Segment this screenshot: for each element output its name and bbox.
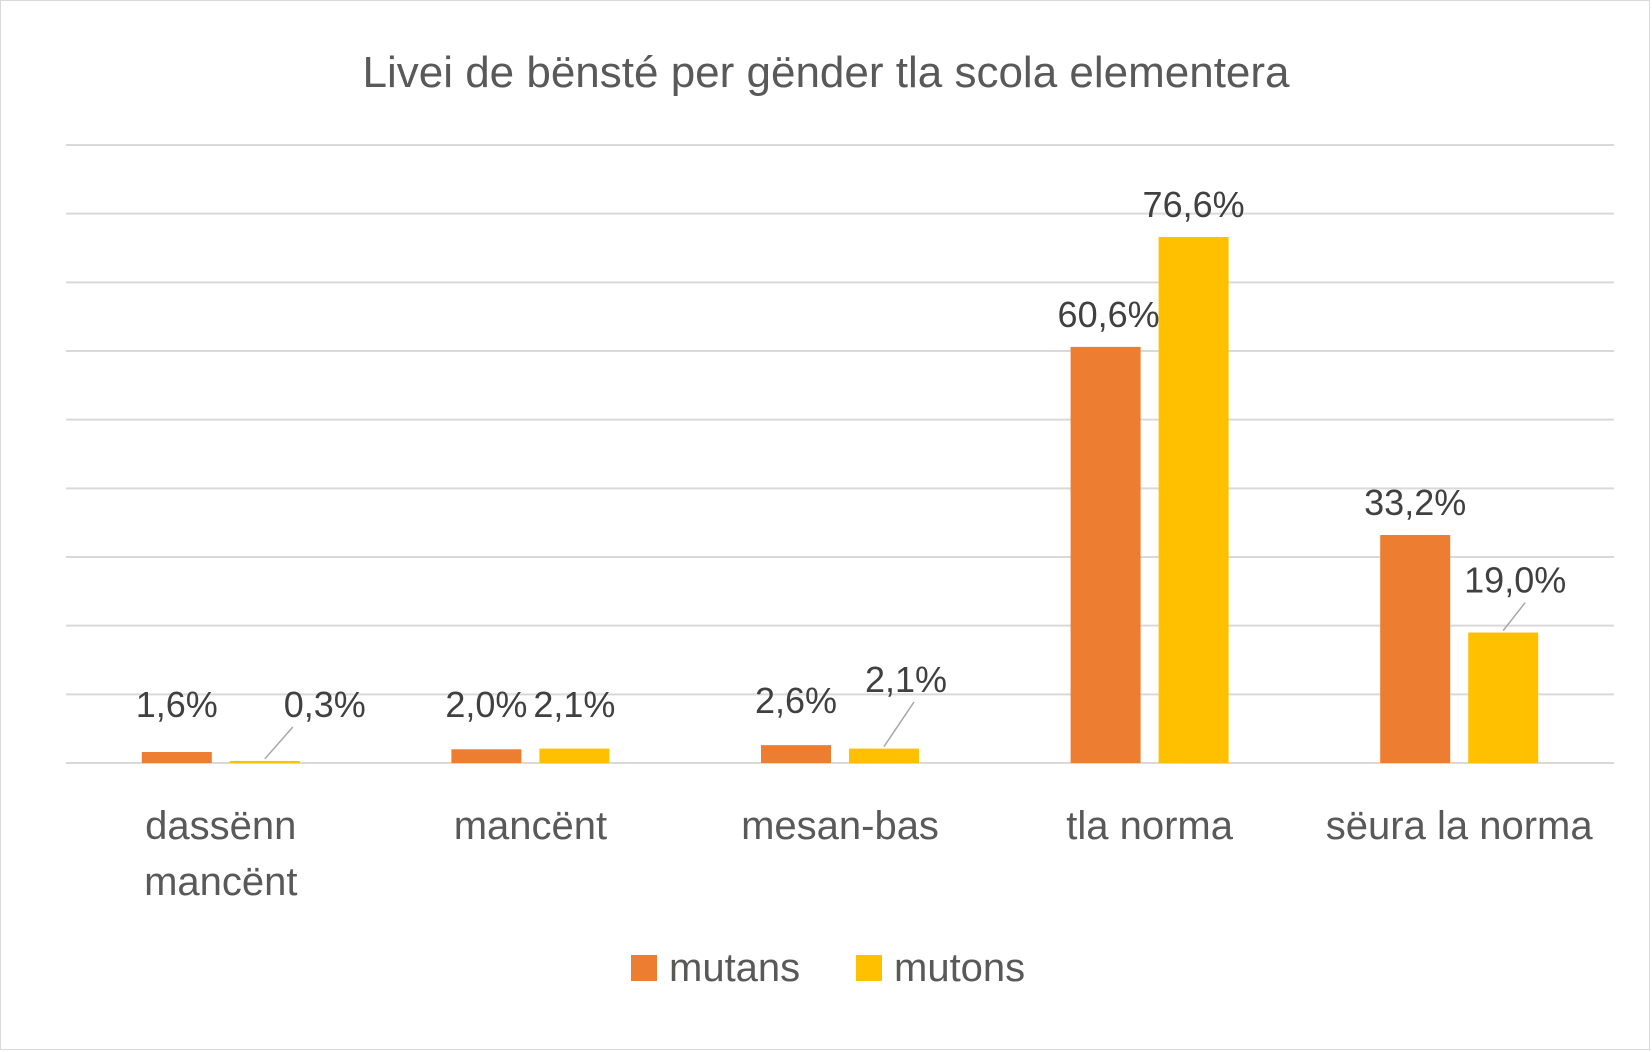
bar-mutans[interactable] <box>141 752 212 763</box>
data-label-mutons: 2,1% <box>865 659 947 700</box>
category-label: mancënt <box>144 860 297 904</box>
category-label: dassënn <box>145 804 296 848</box>
data-label-mutans: 2,0% <box>445 684 527 725</box>
category-axis-labels: dassënn mancënt mancënt mesan-bas tla norma s… <box>144 804 1593 904</box>
gridlines <box>66 144 1614 764</box>
data-labels: 1,6% 0,3% 2,0% 2,1% 2,6%2,1%60,6%76,6%33,2%1… <box>136 184 1566 760</box>
data-label-mutons: 0,3% <box>284 684 366 725</box>
category-label: mancënt <box>454 804 607 848</box>
bar-mutans[interactable] <box>451 749 522 763</box>
data-label-mutons: 2,1% <box>533 684 615 725</box>
bar-mutons[interactable] <box>1158 237 1229 764</box>
data-label-mutons: 19,0% <box>1464 560 1566 601</box>
label-leader-line <box>264 726 294 760</box>
bar-mutans[interactable] <box>761 745 831 763</box>
category-label: tla norma <box>1066 804 1233 848</box>
bar-mutans[interactable] <box>1070 346 1141 763</box>
data-label-mutons: 76,6% <box>1143 184 1245 225</box>
bar-mutons[interactable] <box>539 748 610 763</box>
chart-title: Livei de bënsté per gënder tla scola ele… <box>362 48 1290 97</box>
data-label-mutans: 1,6% <box>136 684 218 725</box>
label-leader-line <box>1502 602 1526 631</box>
bars <box>141 237 1539 764</box>
data-label-mutans: 60,6% <box>1058 294 1160 335</box>
legend-label: mutons <box>894 946 1025 990</box>
legend-item-mutons[interactable]: mutons <box>856 946 1025 990</box>
bar-mutons[interactable] <box>849 748 919 763</box>
legend-label: mutans <box>669 946 800 990</box>
legend-swatch <box>856 955 882 981</box>
category-label: sëura la norma <box>1326 804 1594 848</box>
bar-mutons[interactable] <box>1468 632 1539 763</box>
bar-mutons[interactable] <box>229 760 300 763</box>
legend[interactable]: mutans mutons <box>631 946 1025 990</box>
label-leader-line <box>883 701 915 747</box>
category-label: mesan-bas <box>741 804 939 848</box>
data-label-mutans: 2,6% <box>755 680 837 721</box>
bar-mutans[interactable] <box>1380 535 1451 763</box>
legend-item-mutans[interactable]: mutans <box>631 946 800 990</box>
legend-swatch <box>631 955 657 981</box>
data-label-mutans: 33,2% <box>1364 482 1466 523</box>
